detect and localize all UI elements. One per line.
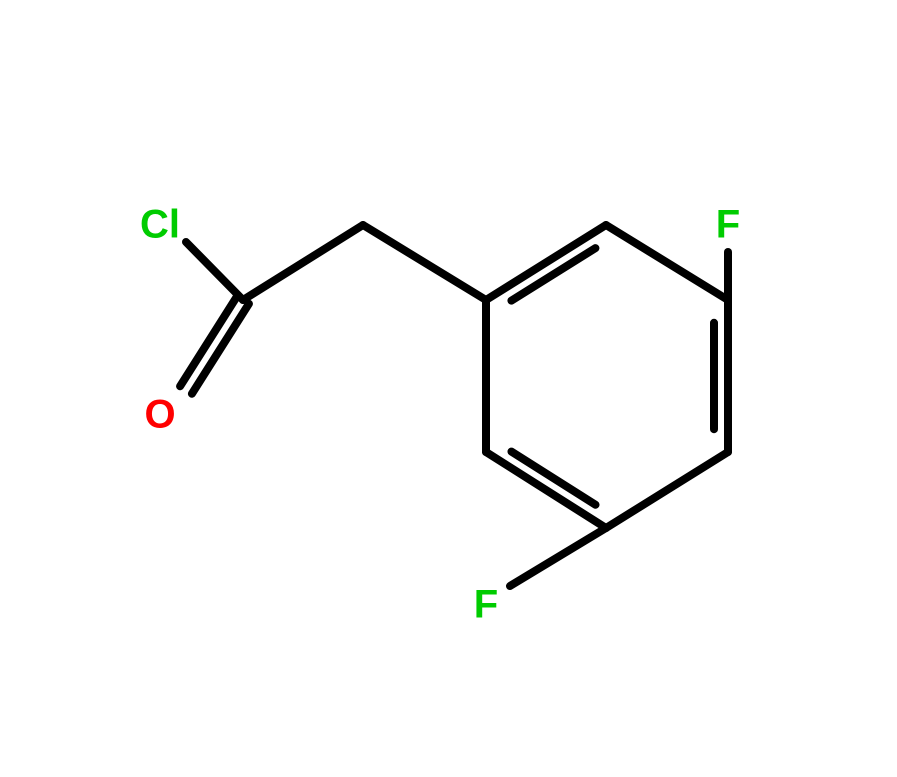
atom-cl: Cl [140, 203, 180, 248]
molecule-canvas: Cl O F F [0, 0, 897, 777]
atom-f1: F [716, 203, 740, 248]
atom-f2: F [474, 583, 498, 628]
atom-o: O [144, 393, 175, 438]
bond-layer [0, 0, 897, 777]
